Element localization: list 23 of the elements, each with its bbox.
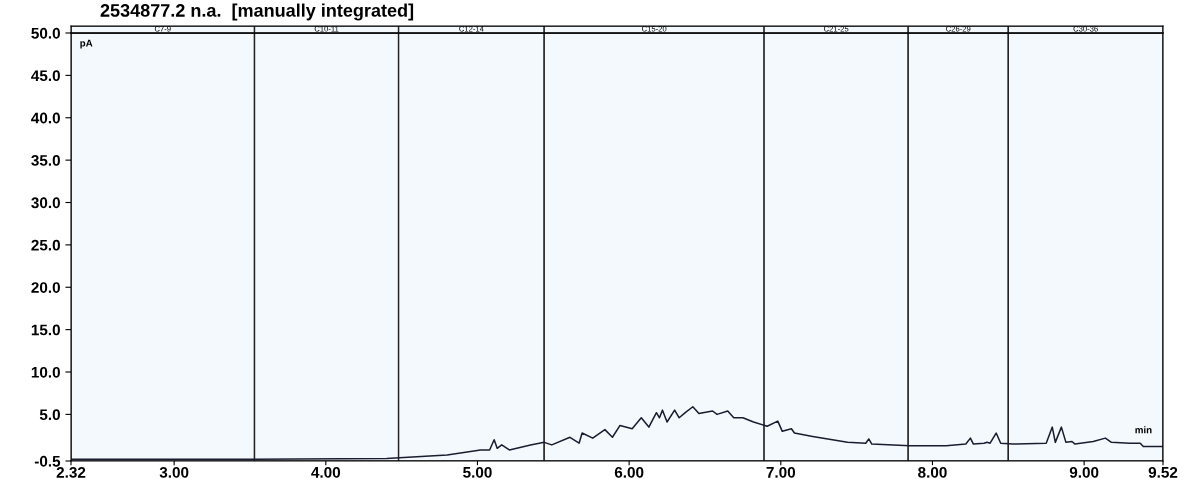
x-tick-label: 9.00 <box>1069 466 1099 478</box>
y-tick-label: 50.0 <box>31 27 60 39</box>
x-tick-label: 4.00 <box>311 466 341 478</box>
x-tick-label: 3.00 <box>159 466 189 478</box>
y-tick-label: 45.0 <box>31 70 60 82</box>
x-tick-label: 5.00 <box>463 466 492 478</box>
y-tick-label: 40.0 <box>31 112 60 124</box>
y-tick-label: 30.0 <box>31 197 60 209</box>
y-tick-label: 20.0 <box>31 282 60 293</box>
y-tick-label: 10.0 <box>31 366 60 378</box>
y-tick-label: -0.5 <box>34 455 61 467</box>
y-tick-label: 15.0 <box>31 324 60 336</box>
x-tick-label: 7.00 <box>766 466 796 478</box>
x-tick-label: 8.00 <box>918 466 947 478</box>
x-tick-label: 6.00 <box>614 466 644 478</box>
x-tick-label: 9.52 <box>1148 466 1178 478</box>
x-axis-title: min <box>1135 426 1152 434</box>
y-tick-label: 25.0 <box>31 239 60 251</box>
x-tick-label: 2.32 <box>56 466 86 478</box>
y-axis-title: pA <box>80 39 93 49</box>
y-tick-label: 5.0 <box>39 409 60 421</box>
chart-title: 2534877.2 n.a. [manually integrated] <box>100 3 414 21</box>
y-tick-label: 35.0 <box>31 155 60 166</box>
